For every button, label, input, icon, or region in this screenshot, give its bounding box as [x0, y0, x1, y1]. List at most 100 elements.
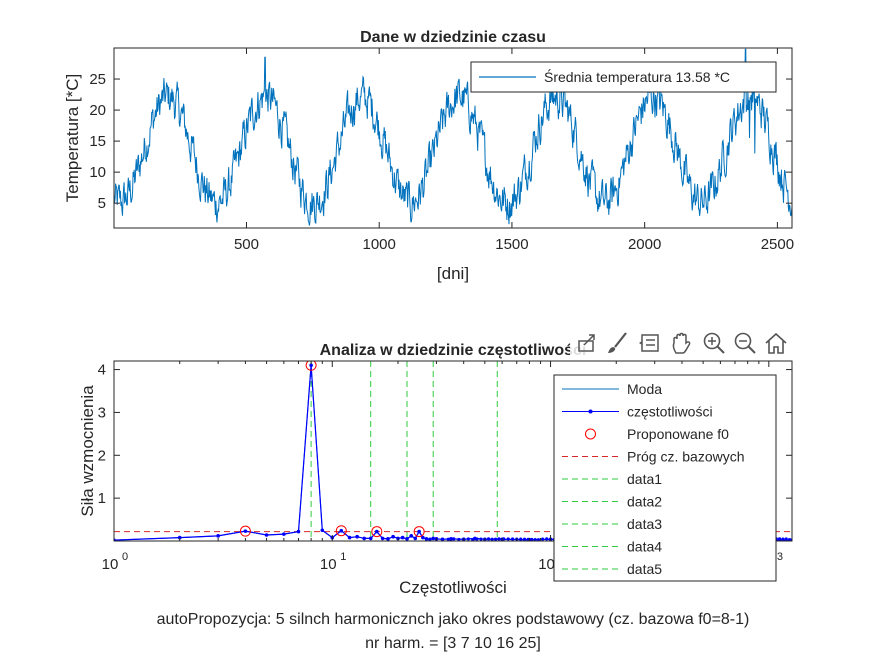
freq-y-tick-label: 2 — [98, 447, 106, 464]
frequency-point — [355, 534, 359, 539]
freq-legend-label: Proponowane f0 — [627, 426, 729, 442]
frequency-point — [479, 537, 483, 541]
frequency-point — [405, 537, 409, 541]
time-x-tick-label: 2000 — [628, 236, 661, 253]
freq-y-ticks: 1 2 3 4 — [98, 362, 792, 507]
frequency-point — [784, 537, 788, 541]
frequency-point — [446, 537, 450, 541]
freq-legend-entry: data2 — [562, 494, 662, 510]
freq-legend-entry: częstotliwości — [562, 404, 713, 420]
freq-y-tick-label: 3 — [98, 404, 106, 421]
frequency-point — [417, 529, 421, 534]
frequency-point — [536, 538, 541, 541]
time-x-tick-label: 1000 — [363, 236, 396, 253]
freq-legend-box — [553, 374, 777, 582]
time-x-label: [dni] — [437, 264, 469, 283]
time-y-tick-label: 10 — [89, 164, 106, 181]
frequency-point — [177, 535, 182, 540]
frequency-point — [506, 537, 510, 541]
frequency-point — [386, 537, 390, 541]
time-y-tick-label: 20 — [89, 102, 106, 119]
freq-x-tick-label: 10 — [102, 556, 119, 573]
frequency-point — [466, 537, 470, 541]
freq-y-tick-label: 1 — [98, 490, 106, 507]
time-axes-box — [113, 47, 793, 229]
frequency-point — [400, 535, 405, 540]
time-y-tick-label: 15 — [89, 133, 106, 150]
freq-legend-entry: data1 — [562, 471, 662, 487]
frequency-point — [502, 537, 506, 541]
frequency-point — [545, 537, 549, 541]
frequency-point — [264, 533, 269, 537]
freq-x-tick-exponent: 0 — [122, 551, 128, 563]
frequency-point — [409, 534, 414, 538]
freq-legend-label: data1 — [627, 471, 662, 487]
freq-legend-label: data3 — [627, 516, 662, 532]
pan-icon[interactable] — [672, 332, 691, 354]
proposed-f0-marker — [371, 526, 383, 538]
frequency-point — [413, 536, 418, 541]
frequency-point — [493, 537, 498, 541]
frequency-point — [296, 529, 301, 534]
frequency-point — [533, 537, 537, 541]
temperature-series-layer — [114, 48, 792, 226]
frequency-point — [777, 537, 782, 541]
time-x-ticks: 500 1000 1500 2000 2500 — [234, 48, 794, 253]
frequency-point — [530, 537, 534, 541]
frequency-point — [216, 534, 220, 538]
frequency-point — [781, 537, 785, 541]
frequency-point — [391, 534, 395, 539]
legend-swatch-circle — [585, 428, 596, 440]
zoom-in-icon[interactable] — [703, 332, 725, 354]
time-y-tick-label: 5 — [98, 195, 106, 212]
freq-legend-label: data2 — [627, 494, 662, 510]
brush-icon[interactable] — [608, 332, 627, 353]
frequency-point — [243, 529, 248, 533]
freq-legend-entry: data3 — [562, 516, 662, 532]
freq-legend-entry: data5 — [562, 561, 662, 577]
frequency-point — [362, 536, 366, 541]
frequency-point — [320, 528, 325, 533]
freq-legend-label: Próg cz. bazowych — [627, 449, 745, 465]
time-y-label: Temperatura [*C] — [63, 74, 82, 203]
time-y-tick-label: 25 — [89, 71, 106, 88]
proposed-f0-marker — [239, 525, 251, 537]
temperature-line — [114, 48, 792, 226]
freq-legend-entry: Proponowane f0 — [585, 426, 729, 442]
datatip-icon[interactable] — [639, 334, 659, 352]
frequency-point — [309, 363, 313, 368]
time-domain-axes[interactable]: 500 1000 1500 2000 2500 5 10 15 20 25 Dane w dzi… — [63, 29, 794, 283]
freq-chart-title: Analiza w dziedzinie częstotliwości — [320, 342, 587, 359]
zoom-out-icon[interactable] — [734, 332, 756, 354]
frequency-point — [375, 529, 379, 534]
proposed-f0-marker — [335, 525, 347, 537]
time-legend-label: Średnia temperatura 13.58 *C — [544, 68, 730, 85]
export-icon[interactable] — [578, 334, 595, 352]
freq-legend[interactable]: Moda częstotliwości Proponowane f0 Próg cz.… — [553, 374, 777, 582]
proposed-f0-marker — [305, 361, 317, 371]
frequency-point — [380, 536, 385, 541]
frequency-point — [522, 537, 527, 541]
time-x-tick-label: 2500 — [761, 236, 794, 253]
frequency-point — [431, 536, 436, 541]
frequency-point — [368, 536, 373, 541]
freq-x-label: Częstotliwości — [399, 578, 507, 597]
time-legend[interactable]: Średnia temperatura 13.58 *C — [470, 61, 777, 93]
freq-x-tick-label: 10 — [538, 556, 555, 573]
freq-legend-label: częstotliwości — [627, 404, 713, 420]
frequency-point — [541, 537, 545, 541]
frequency-point — [449, 537, 453, 541]
caption-line-2: nr harm. = [3 7 10 16 25] — [365, 635, 541, 652]
home-icon[interactable] — [765, 332, 787, 354]
freq-legend-entry: Próg cz. bazowych — [562, 449, 745, 465]
caption-line-1: autoPropozycja: 5 silnch harmonicznch ja… — [157, 611, 750, 628]
frequency-point — [486, 537, 491, 541]
freq-legend-label: Moda — [627, 381, 662, 397]
frequency-point — [440, 537, 445, 541]
freq-y-label: Siła wzmocnienia — [78, 385, 97, 517]
frequency-point — [428, 537, 432, 541]
freq-y-tick-label: 4 — [98, 362, 106, 379]
freq-legend-label: data5 — [627, 561, 662, 577]
